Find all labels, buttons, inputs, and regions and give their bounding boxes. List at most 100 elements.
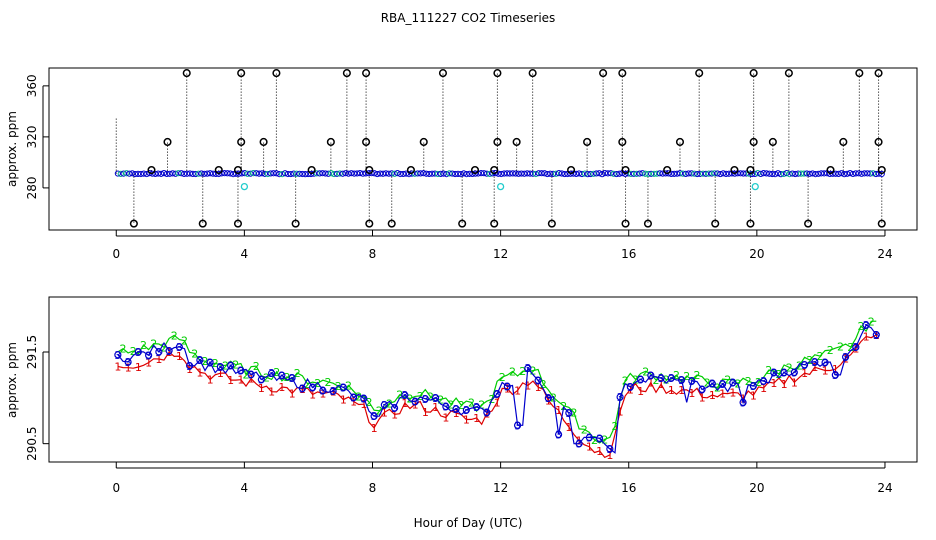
baseline-point — [253, 170, 260, 177]
spike-point — [237, 69, 246, 78]
baseline-point — [189, 170, 196, 178]
baseline-point — [532, 170, 539, 178]
baseline-point — [117, 170, 124, 177]
series-3-label: 3 — [268, 367, 275, 380]
series-1-label: 1 — [258, 382, 265, 395]
series-2-label: 2 — [611, 420, 618, 433]
baseline-point — [178, 170, 185, 177]
baseline-point — [648, 170, 655, 177]
series-3-label: 3 — [811, 356, 818, 369]
series-3-label: 3 — [545, 392, 552, 405]
series-3-point — [278, 371, 286, 379]
baseline-point — [417, 170, 424, 177]
series-1-label: 1 — [227, 374, 234, 387]
series-3-point — [831, 371, 839, 379]
series-3-label: 3 — [125, 356, 132, 369]
bottom-y-tick-label: 290.5 — [25, 426, 39, 460]
series-3-label: 3 — [155, 346, 162, 359]
series-3-point — [421, 395, 429, 403]
baseline-point — [244, 170, 251, 177]
baseline-point — [169, 170, 176, 177]
series-2-label: 2 — [827, 344, 834, 357]
baseline-point — [861, 170, 868, 177]
series-3-point — [370, 412, 378, 420]
series-3-label: 3 — [135, 346, 142, 359]
baseline-point — [322, 170, 329, 177]
baseline-point — [720, 170, 727, 177]
series-3-label: 3 — [371, 410, 378, 423]
baseline-point — [207, 170, 214, 177]
baseline-point — [336, 170, 343, 177]
series-2-label: 2 — [406, 392, 413, 405]
baseline-point — [524, 170, 531, 177]
series-3-label: 3 — [678, 374, 685, 387]
baseline-point — [714, 170, 721, 177]
baseline-point — [561, 170, 568, 178]
series-3-point — [268, 369, 276, 377]
bottom-x-tick-label: 16 — [621, 481, 636, 495]
series-1-label: 1 — [852, 343, 859, 356]
series-3-label: 3 — [432, 392, 439, 405]
baseline-point — [633, 170, 640, 177]
baseline-point — [671, 170, 678, 177]
baseline-point — [209, 170, 217, 177]
series-3-label: 3 — [289, 372, 296, 385]
spike-point — [768, 137, 777, 147]
baseline-point — [731, 170, 738, 177]
series-1-label: 1 — [289, 387, 296, 400]
series-3-point — [196, 356, 204, 364]
series-1-label: 1 — [371, 422, 378, 435]
baseline-point — [420, 170, 427, 177]
baseline-point — [558, 170, 565, 177]
baseline-point — [498, 170, 505, 178]
baseline-point — [797, 170, 805, 177]
baseline-point — [152, 170, 159, 178]
series-3-point — [483, 408, 491, 417]
baseline-point — [400, 170, 407, 178]
baseline-point — [668, 170, 675, 177]
series-3-point — [442, 402, 450, 411]
series-1-label: 1 — [330, 385, 337, 398]
series-3-label: 3 — [781, 367, 788, 380]
series-2-label: 2 — [130, 345, 137, 358]
series-3-point — [155, 348, 163, 356]
series-3-label: 3 — [637, 373, 644, 386]
series-1-label: 1 — [524, 380, 531, 393]
top-y-tick-label: 280 — [25, 176, 39, 199]
baseline-point — [247, 170, 254, 177]
baseline-point — [717, 170, 724, 178]
x-axis-label: Hour of Day (UTC) — [414, 516, 523, 530]
spike-point — [711, 219, 720, 228]
baseline-point — [780, 170, 787, 178]
series-3-label: 3 — [166, 345, 173, 358]
series-2-label: 2 — [212, 357, 219, 370]
baseline-point — [316, 170, 323, 177]
baseline-point — [786, 171, 793, 178]
series-1-label: 1 — [801, 367, 808, 380]
series-1-label: 1 — [535, 381, 542, 394]
spike-point — [730, 165, 739, 175]
series-3-label: 3 — [586, 432, 593, 445]
series-3-label: 3 — [176, 341, 183, 354]
series-3-point — [575, 440, 583, 448]
baseline-point — [371, 170, 378, 177]
series-1-label: 1 — [268, 386, 275, 399]
series-3-label: 3 — [227, 360, 234, 373]
baseline-point — [515, 170, 522, 177]
spike-point — [419, 137, 428, 147]
series-3-point — [872, 331, 880, 339]
series-3-point — [729, 379, 737, 387]
baseline-point — [593, 170, 600, 177]
baseline-point — [872, 170, 880, 178]
series-2-label: 2 — [570, 407, 577, 420]
series-2-label: 2 — [601, 433, 608, 446]
baseline-point — [806, 170, 813, 177]
baseline-point — [333, 170, 341, 177]
baseline-point — [803, 170, 810, 177]
baseline-point — [509, 170, 516, 177]
baseline-point — [241, 170, 248, 177]
series-2-label: 2 — [232, 359, 239, 372]
baseline-point — [284, 170, 292, 178]
series-3-label: 3 — [494, 388, 501, 401]
baseline-point — [769, 170, 776, 178]
